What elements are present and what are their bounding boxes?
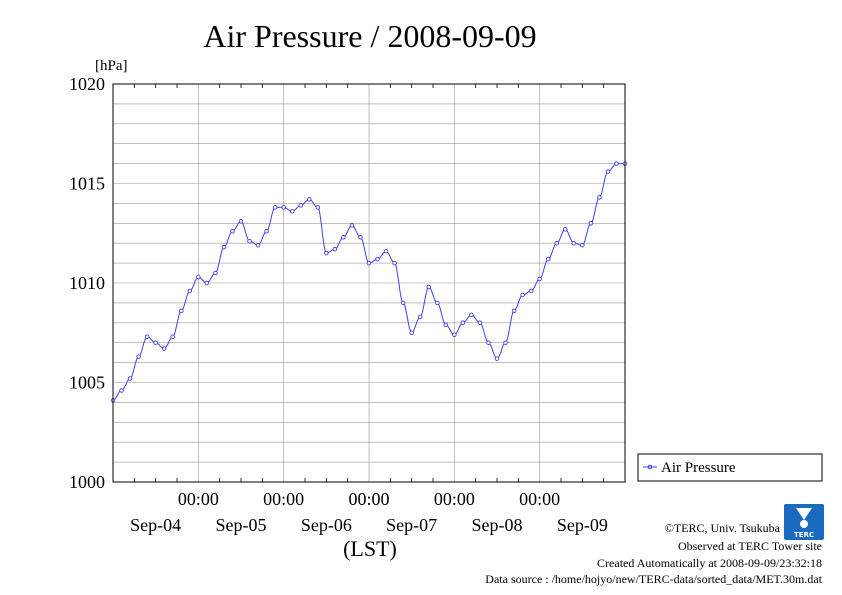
data-point — [349, 223, 355, 228]
data-point — [179, 308, 184, 314]
data-point — [614, 161, 619, 166]
observed-text: Observed at TERC Tower site — [678, 539, 822, 553]
x-time-label: 00:00 — [263, 489, 304, 509]
y-tick-label: 1020 — [69, 74, 105, 94]
data-point — [272, 205, 278, 210]
credits: ©TERC, Univ. Tsukuba Observed at TERC To… — [485, 521, 822, 586]
data-point — [332, 246, 338, 252]
data-point — [494, 356, 500, 361]
x-day-label: Sep-07 — [386, 515, 437, 535]
plot-frame — [112, 83, 626, 483]
data-point — [315, 205, 321, 210]
source-text: Data source : /home/hojyo/new/TERC-data/… — [485, 572, 822, 586]
data-point — [341, 234, 346, 240]
logo-drop — [800, 520, 808, 528]
data-point — [469, 312, 474, 318]
terc-logo: TERC — [784, 504, 824, 540]
data-point — [477, 320, 483, 326]
grid-lines — [113, 84, 625, 482]
x-day-label: Sep-05 — [216, 515, 267, 535]
x-time-label: 00:00 — [434, 489, 475, 509]
data-point — [119, 388, 124, 393]
chart-title: Air Pressure / 2008-09-09 — [203, 18, 536, 54]
legend-box — [637, 453, 823, 482]
x-day-label: Sep-09 — [557, 515, 608, 535]
data-point — [460, 320, 466, 326]
data-point — [170, 334, 175, 339]
data-point — [298, 203, 303, 208]
data-point — [255, 242, 261, 248]
x-day-label: Sep-06 — [301, 515, 352, 535]
data-point — [537, 276, 542, 282]
data-point — [392, 260, 397, 266]
data-point — [511, 308, 517, 314]
logo-mark — [796, 508, 812, 520]
legend-marker-swatch — [647, 464, 653, 470]
data-point — [153, 340, 158, 345]
data-point — [247, 238, 252, 244]
data-point — [443, 322, 449, 328]
x-tick-labels: 00:00 00:00 00:00 00:00 00:00 Sep-04 Sep-05 Sep… — [130, 489, 608, 535]
data-point — [452, 332, 457, 337]
data-point — [503, 340, 508, 345]
data-point — [528, 288, 534, 294]
y-tick-label: 1005 — [69, 373, 105, 393]
data-point — [230, 229, 235, 234]
data-point — [486, 340, 491, 345]
data-point — [221, 244, 227, 250]
data-point — [264, 229, 269, 234]
data-point — [383, 248, 389, 254]
data-point — [187, 288, 193, 294]
data-point — [358, 234, 363, 240]
created-text: Created Automatically at 2008-09-09/23:3… — [597, 556, 822, 570]
data-point — [417, 314, 423, 320]
data-point — [375, 256, 380, 262]
x-day-label: Sep-08 — [472, 515, 523, 535]
data-point — [426, 284, 431, 290]
data-point — [196, 274, 201, 280]
data-point — [554, 240, 559, 246]
copyright-text: ©TERC, Univ. Tsukuba — [665, 521, 781, 535]
legend: Air Pressure — [637, 453, 823, 482]
data-point — [605, 169, 611, 174]
data-point — [324, 250, 329, 256]
y-tick-label: 1010 — [69, 273, 105, 293]
data-point — [400, 300, 406, 306]
x-axis-label: (LST) — [343, 536, 397, 561]
data-point — [520, 292, 525, 298]
y-unit-label: [hPa] — [95, 58, 128, 74]
data-point — [597, 195, 602, 200]
data-point — [435, 300, 440, 306]
y-tick-label: 1000 — [69, 472, 105, 492]
data-point — [563, 227, 568, 232]
data-point — [144, 334, 150, 339]
data-point — [580, 242, 585, 248]
data-point — [213, 270, 218, 276]
y-tick-label: 1015 — [69, 174, 105, 194]
data-point — [545, 256, 551, 262]
data-point — [281, 205, 286, 210]
data-point — [409, 330, 414, 336]
data-point — [238, 219, 244, 224]
data-point — [366, 260, 372, 266]
legend-label: Air Pressure — [661, 460, 736, 476]
y-tick-labels: 1000 1005 1010 1015 1020 — [69, 74, 105, 492]
data-point — [588, 221, 594, 226]
logo-text: TERC — [794, 531, 814, 539]
data-point — [161, 346, 167, 351]
x-time-label: 00:00 — [519, 489, 560, 509]
data-point — [204, 280, 210, 286]
data-point — [289, 209, 295, 214]
data-series — [110, 161, 628, 403]
data-point — [571, 240, 577, 246]
x-day-label: Sep-04 — [130, 515, 181, 535]
x-time-label: 00:00 — [178, 489, 219, 509]
data-point — [136, 354, 141, 359]
data-point — [307, 197, 312, 202]
data-point — [127, 376, 133, 381]
x-time-label: 00:00 — [348, 489, 389, 509]
